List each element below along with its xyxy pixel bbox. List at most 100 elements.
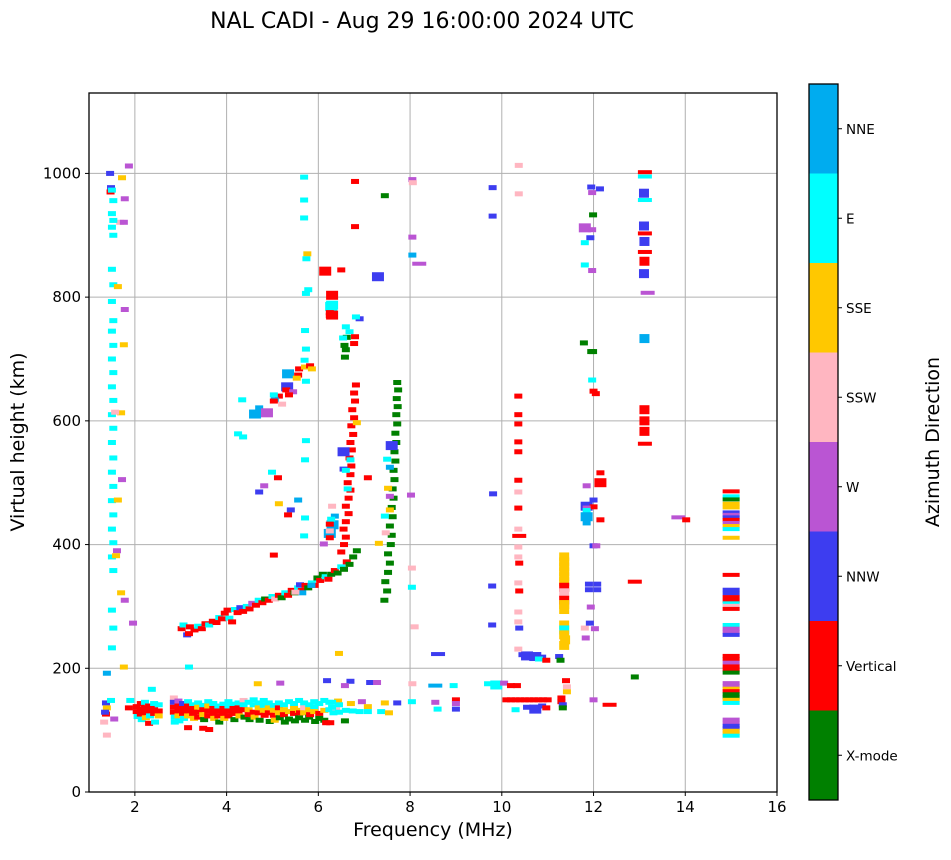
data-point — [393, 421, 402, 427]
data-point — [451, 706, 460, 712]
data-point — [101, 700, 110, 706]
data-point — [514, 609, 523, 615]
data-point — [538, 703, 547, 709]
data-point — [304, 287, 313, 293]
data-point — [269, 707, 278, 713]
data-point — [239, 707, 248, 713]
data-point — [228, 619, 237, 625]
data-point — [558, 705, 567, 711]
data-point — [107, 384, 116, 390]
data-point — [284, 716, 293, 722]
data-point — [451, 697, 460, 703]
data-point — [184, 713, 193, 719]
data-point — [594, 478, 607, 488]
data-point — [352, 548, 361, 554]
data-point — [275, 715, 284, 721]
data-point — [107, 526, 116, 532]
chart-title: NAL CADI - Aug 29 16:00:00 2024 UTC — [210, 9, 634, 34]
data-point — [341, 534, 350, 540]
data-point — [585, 620, 594, 626]
data-point — [147, 686, 156, 692]
data-point — [150, 701, 159, 707]
data-point — [722, 497, 740, 502]
data-point — [512, 533, 527, 538]
data-point — [117, 410, 126, 416]
data-point — [174, 698, 183, 704]
data-point — [722, 681, 740, 686]
data-point — [301, 328, 310, 334]
data-point — [184, 708, 193, 714]
data-point — [529, 704, 542, 714]
data-point — [109, 342, 118, 348]
data-point — [534, 697, 543, 703]
data-point — [722, 601, 740, 606]
data-point — [179, 701, 188, 707]
data-point — [341, 707, 350, 713]
data-point — [408, 681, 417, 687]
data-point — [214, 703, 223, 709]
data-point — [514, 505, 523, 511]
data-point — [120, 196, 129, 202]
data-point — [118, 175, 127, 181]
data-point — [224, 703, 233, 709]
data-point — [307, 582, 316, 588]
data-point — [682, 517, 691, 523]
colorbar-segment-nnw — [809, 531, 838, 622]
data-point — [286, 507, 295, 513]
data-point — [107, 554, 116, 560]
data-point — [102, 705, 111, 711]
axis-ticks-layer: 2 4 6 8 10 12 14 16 0 200 400 600 800 1000 — [43, 164, 787, 816]
data-point — [109, 370, 118, 376]
data-point — [270, 717, 279, 723]
data-point — [343, 480, 352, 486]
data-point — [589, 212, 598, 218]
data-point — [199, 707, 208, 713]
data-point — [190, 715, 199, 721]
data-point — [194, 700, 203, 706]
data-point — [255, 405, 264, 411]
data-point — [722, 626, 740, 631]
data-point — [559, 620, 570, 630]
data-point — [107, 469, 116, 475]
data-point — [169, 695, 178, 701]
data-point — [109, 483, 118, 489]
data-point — [224, 699, 233, 705]
data-point — [185, 624, 194, 630]
colorbar-segment-w — [809, 442, 838, 532]
data-point — [559, 640, 570, 650]
data-point — [408, 234, 417, 240]
x-tick-label: 8 — [405, 798, 415, 816]
colorbar-tick-label: SSE — [846, 301, 872, 317]
data-point — [559, 567, 570, 577]
data-point — [295, 366, 304, 372]
data-point — [284, 392, 293, 398]
data-point — [539, 697, 548, 703]
data-point — [239, 697, 248, 703]
data-point — [239, 434, 248, 440]
data-point — [277, 595, 286, 601]
data-point — [301, 364, 310, 370]
data-point — [412, 261, 427, 266]
data-point — [136, 706, 145, 712]
data-point — [204, 708, 213, 714]
data-point — [407, 565, 416, 571]
data-point — [300, 700, 309, 706]
data-point — [109, 318, 118, 324]
data-point — [303, 251, 312, 257]
data-point — [109, 540, 118, 546]
data-point — [175, 718, 184, 724]
data-point — [559, 552, 570, 562]
data-point — [363, 475, 372, 481]
data-point — [102, 732, 111, 738]
data-point — [315, 715, 324, 721]
data-point — [345, 561, 354, 567]
data-point — [514, 646, 523, 652]
data-point — [337, 267, 346, 273]
data-point — [189, 705, 198, 711]
data-point — [389, 467, 398, 473]
data-point — [346, 701, 355, 707]
data-point — [722, 686, 740, 691]
data-point — [150, 705, 159, 711]
data-point — [388, 514, 397, 520]
data-point — [279, 702, 288, 708]
